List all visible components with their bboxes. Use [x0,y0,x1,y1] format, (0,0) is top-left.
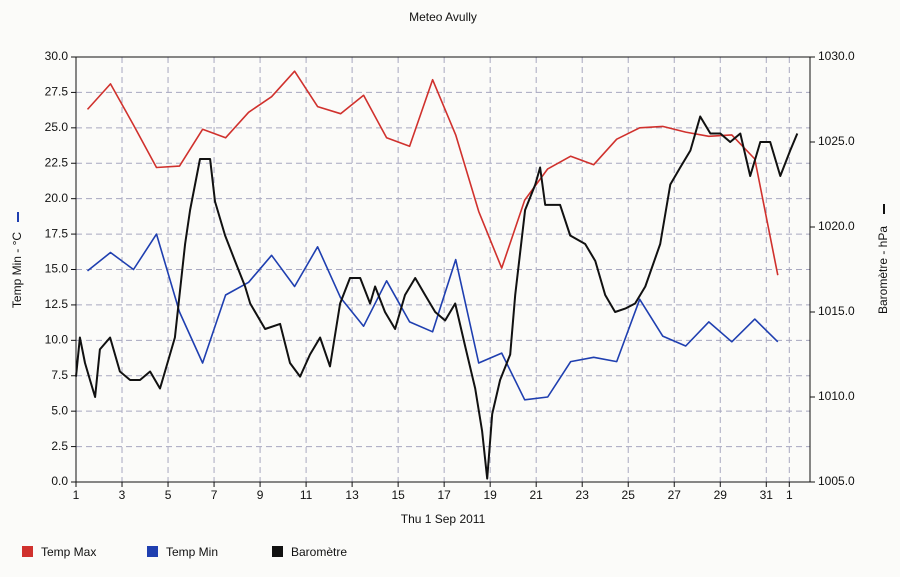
legend-label: Baromètre [291,545,347,559]
legend-swatch [272,546,283,557]
y2-tick-label: 1015.0 [818,304,855,318]
x-tick-label: 27 [668,488,682,502]
y-tick-label: 0.0 [51,474,68,488]
y2-tick-label: 1030.0 [818,49,855,63]
x-tick-label: 13 [345,488,359,502]
legend-label: Temp Min [166,545,218,559]
y-tick-label: 20.0 [45,191,69,205]
y-tick-label: 30.0 [45,49,69,63]
legend-swatch [147,546,158,557]
y-tick-label: 2.5 [51,439,68,453]
x-tick-label: 15 [391,488,405,502]
series-line [75,115,799,480]
x-tick-label: 29 [714,488,728,502]
y-tick-label: 17.5 [45,226,69,240]
legend-swatch [22,546,33,557]
y-axis-label: Temp Min - °C [10,232,24,308]
y2-tick-label: 1010.0 [818,389,855,403]
y-tick-label: 22.5 [45,155,69,169]
y-tick-label: 7.5 [51,368,68,382]
x-tick-label: 1 [73,488,80,502]
x-tick-label: 17 [437,488,451,502]
x-tick-label: 25 [622,488,636,502]
x-tick-label: 11 [300,488,313,502]
y-tick-label: 25.0 [45,120,69,134]
y-tick-label: 5.0 [51,403,68,417]
series-line [87,233,779,401]
x-tick-label: 5 [165,488,172,502]
x-tick-label: 19 [483,488,497,502]
y-tick-label: 10.0 [45,333,69,347]
y2-tick-label: 1025.0 [818,134,855,148]
x-tick-label: 7 [211,488,218,502]
plot-frame [75,56,811,483]
series-line [86,70,779,276]
x-tick-label: 31 [760,488,774,502]
y-tick-label: 12.5 [45,297,69,311]
legend-label: Temp Max [41,545,96,559]
y2-axis-label: Baromètre - hPa [876,226,890,314]
x-axis-label: Thu 1 Sep 2011 [401,512,486,526]
x-tick-label: 1 [786,488,793,502]
y-tick-label: 15.0 [45,262,69,276]
y-tick-label: 27.5 [45,85,69,99]
chart-title: Meteo Avully [409,10,477,24]
x-tick-label: 3 [119,488,126,502]
y2-tick-label: 1005.0 [818,474,855,488]
y2-tick-label: 1020.0 [818,219,855,233]
x-tick-label: 9 [257,488,264,502]
x-tick-label: 23 [576,488,590,502]
x-tick-label: 21 [530,488,544,502]
